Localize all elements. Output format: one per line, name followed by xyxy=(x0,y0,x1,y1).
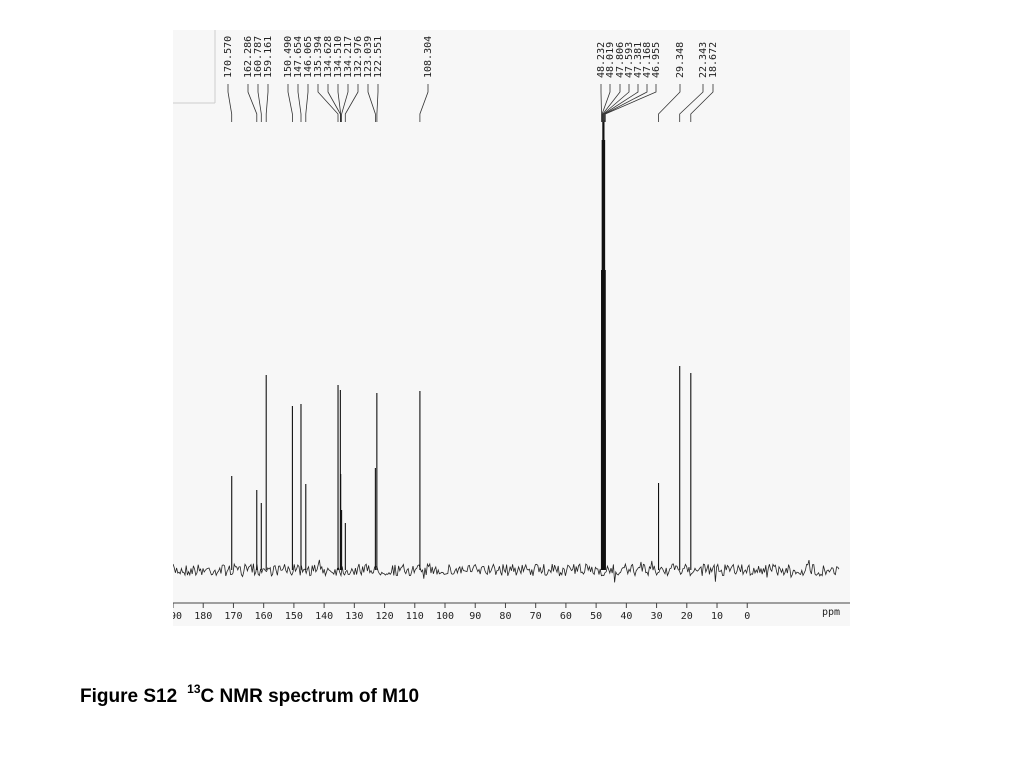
caption-superscript: 13 xyxy=(187,682,201,696)
peak-label: 162.286 xyxy=(243,36,254,78)
caption: Figure S12 13C NMR spectrum of M10 xyxy=(80,682,419,707)
peak-label: 123.039 xyxy=(363,36,374,78)
peak-connector xyxy=(690,84,714,122)
x-tick-label: 130 xyxy=(345,611,363,622)
peak-connector xyxy=(658,84,681,122)
x-tick-label: 120 xyxy=(376,611,394,622)
peak-connector xyxy=(265,84,269,122)
x-tick-label: 20 xyxy=(681,611,693,622)
x-tick-label: 70 xyxy=(530,611,542,622)
peak-connector xyxy=(247,84,258,122)
peak-label: 134.628 xyxy=(323,36,334,78)
peak-connector xyxy=(367,84,376,122)
peak-label: 159.161 xyxy=(263,36,274,78)
peak-connector xyxy=(601,84,611,122)
peak-connector xyxy=(227,84,233,122)
peak-label: 160.787 xyxy=(253,36,264,78)
x-tick-label: 80 xyxy=(499,611,511,622)
x-tick-label: 140 xyxy=(315,611,333,622)
x-tick-label: 30 xyxy=(651,611,663,622)
peak-connector xyxy=(419,84,429,122)
peak-connector xyxy=(603,84,630,122)
peak-connector xyxy=(344,84,359,122)
peak-label: 29.348 xyxy=(675,42,686,78)
peak-connector xyxy=(602,84,621,122)
peak-label: 134.217 xyxy=(343,36,354,78)
peak-label: 132.976 xyxy=(353,36,364,78)
baseline-noise xyxy=(173,559,840,583)
peak-connector xyxy=(305,84,309,122)
x-tick-label: 0 xyxy=(744,611,750,622)
x-tick-label: 60 xyxy=(560,611,572,622)
peak-connector xyxy=(287,84,293,122)
plot-background xyxy=(173,30,850,626)
peak-label: 47.593 xyxy=(624,42,635,78)
plot-area: 190 180 170 160 150 140 130 120 110 100 90 80 70 60 50… xyxy=(164,120,850,622)
peak-connector xyxy=(604,84,657,122)
x-tick-label: 110 xyxy=(406,611,424,622)
x-tick-label: 150 xyxy=(285,611,303,622)
peak-label: 47.381 xyxy=(633,42,644,78)
x-tick-label: 100 xyxy=(436,611,454,622)
peak-connector xyxy=(341,84,349,122)
peak-connector xyxy=(604,84,648,122)
x-tick-label: 90 xyxy=(469,611,481,622)
peak-label: 48.232 xyxy=(596,42,607,78)
peak-connector xyxy=(317,84,339,122)
peak-label: 150.490 xyxy=(283,36,294,78)
peak-label: 47.806 xyxy=(615,42,626,78)
peak-connector xyxy=(337,84,342,122)
peak-label: 108.304 xyxy=(423,36,434,78)
caption-text: C NMR spectrum of M10 xyxy=(201,686,420,707)
x-tick-label: 10 xyxy=(711,611,723,622)
x-tick-label: 190 xyxy=(164,611,182,622)
peak-connector xyxy=(603,84,639,122)
peak-connector xyxy=(679,84,704,122)
peak-label: 134.510 xyxy=(333,36,344,78)
x-tick-label: 170 xyxy=(224,611,242,622)
caption-prefix: Figure S12 xyxy=(80,686,177,707)
x-tick-label: 40 xyxy=(620,611,632,622)
peak-label: 48.019 xyxy=(605,42,616,78)
peak-label: 122.551 xyxy=(373,36,384,78)
peak-connector xyxy=(376,84,379,122)
peak-connector xyxy=(257,84,262,122)
x-tick-label: 180 xyxy=(194,611,212,622)
peak-connector xyxy=(600,84,602,122)
peak-label: 47.168 xyxy=(642,42,653,78)
peak-label: 18.672 xyxy=(708,42,719,78)
peak-label: 46.955 xyxy=(651,42,662,78)
peak-connector xyxy=(297,84,302,122)
x-tick-label: 160 xyxy=(255,611,273,622)
peak-label: 147.654 xyxy=(293,36,304,78)
peak-label: 170.570 xyxy=(223,36,234,78)
x-tick-label: 50 xyxy=(590,611,602,622)
peak-label: 22.343 xyxy=(698,42,709,78)
peak-label: 135.394 xyxy=(313,36,324,78)
x-axis-label: ppm xyxy=(822,607,840,618)
peak-label: 146.065 xyxy=(303,36,314,78)
